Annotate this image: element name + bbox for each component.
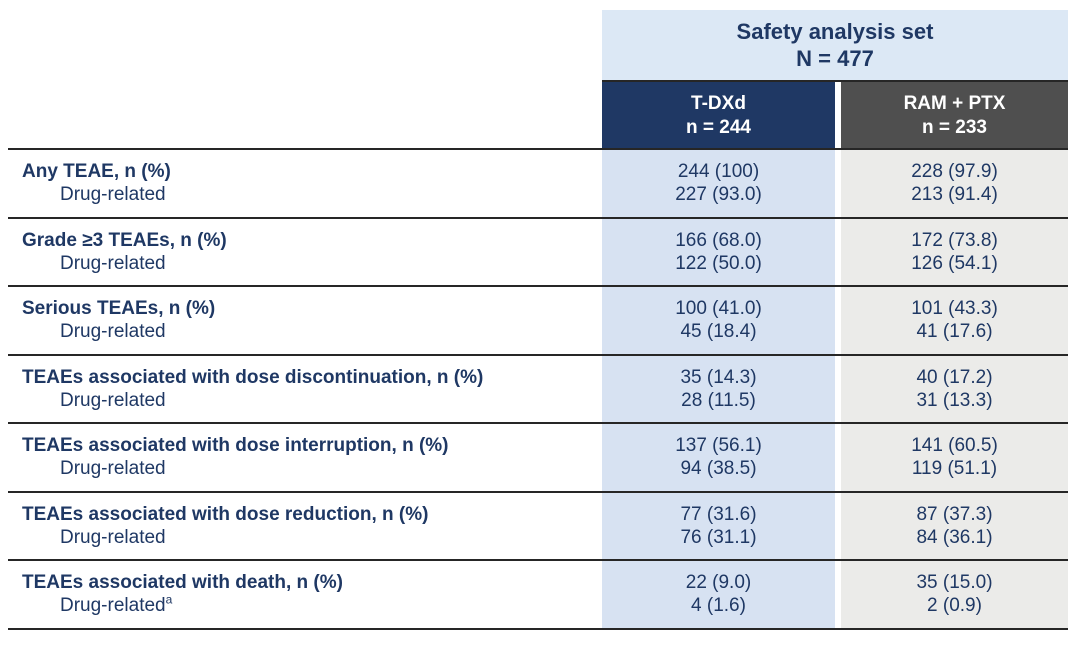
column-header-tdxd: T-DXd n = 244 <box>602 82 835 150</box>
row-label-cell: TEAEs associated with death, n (%) Drug-… <box>8 571 602 617</box>
column-header-ram-n: n = 233 <box>922 117 987 138</box>
row-label-cell: TEAEs associated with dose discontinuati… <box>8 366 602 412</box>
value-cell-tdxd: 35 (14.3) 28 (11.5) <box>602 355 835 422</box>
column-header-ram-ptx: RAM + PTX n = 233 <box>841 82 1068 150</box>
row-sublabel-text: Drug-related <box>60 595 166 617</box>
value-cell-ram: 101 (43.3) 41 (17.6) <box>841 287 1068 354</box>
table-row-dose-interruption: TEAEs associated with dose interruption,… <box>8 424 1068 493</box>
row-label: TEAEs associated with dose reduction, n … <box>22 503 429 525</box>
value-main: 166 (68.0) <box>675 229 762 251</box>
value-sub: 84 (36.1) <box>916 526 993 548</box>
row-sublabel-text: Drug-related <box>60 389 166 411</box>
row-sublabel: Drug-related <box>60 457 602 480</box>
column-divider <box>835 287 841 354</box>
value-cell-ram: 35 (15.0) 2 (0.9) <box>841 561 1068 628</box>
group-header-safety-analysis-set: Safety analysis set N = 477 <box>602 10 1068 80</box>
column-divider <box>835 355 841 422</box>
column-divider <box>835 150 841 217</box>
value-cell-tdxd: 244 (100) 227 (93.0) <box>602 150 835 217</box>
column-header-tdxd-name: T-DXd <box>691 93 746 114</box>
value-sub: 31 (13.3) <box>916 389 993 411</box>
value-sub: 28 (11.5) <box>681 389 756 411</box>
table-body: Any TEAE, n (%) Drug-related 244 (100) 2… <box>8 148 1068 630</box>
row-label-cell: Any TEAE, n (%) Drug-related <box>8 160 602 206</box>
group-header-title: Safety analysis set <box>736 19 934 44</box>
value-main: 87 (37.3) <box>916 503 993 525</box>
row-sublabel: Drug-related <box>60 252 602 275</box>
value-cell-tdxd: 166 (68.0) 122 (50.0) <box>602 218 835 285</box>
value-main: 40 (17.2) <box>916 366 993 388</box>
row-label-cell: TEAEs associated with dose reduction, n … <box>8 503 602 549</box>
value-sub: 126 (54.1) <box>911 252 998 274</box>
row-sublabel-text: Drug-related <box>60 184 166 206</box>
value-cell-ram: 228 (97.9) 213 (91.4) <box>841 150 1068 217</box>
column-headers: T-DXd n = 244 RAM + PTX n = 233 <box>602 80 1068 150</box>
row-label: Any TEAE, n (%) <box>22 161 171 183</box>
value-sub: 119 (51.1) <box>911 458 998 480</box>
value-sub: 2 (0.9) <box>927 595 982 617</box>
row-sublabel-text: Drug-related <box>60 321 166 343</box>
row-sublabel: Drug-related <box>60 526 602 549</box>
value-cell-tdxd: 22 (9.0) 4 (1.6) <box>602 561 835 628</box>
column-divider <box>835 492 841 559</box>
group-header-n: N = 477 <box>796 46 874 71</box>
value-main: 35 (15.0) <box>916 572 993 594</box>
value-cell-tdxd: 100 (41.0) 45 (18.4) <box>602 287 835 354</box>
row-label: Serious TEAEs, n (%) <box>22 298 216 320</box>
column-divider <box>835 218 841 285</box>
column-header-ram-name: RAM + PTX <box>903 93 1006 114</box>
value-main: 22 (9.0) <box>685 572 752 594</box>
row-sublabel: Drug-related <box>60 389 602 412</box>
value-sub: 76 (31.1) <box>680 526 757 548</box>
row-sublabel: Drug-relateda <box>60 594 602 617</box>
table-row-serious-teaes: Serious TEAEs, n (%) Drug-related 100 (4… <box>8 287 1068 356</box>
table-row-grade3-teaes: Grade ≥3 TEAEs, n (%) Drug-related 166 (… <box>8 218 1068 287</box>
value-cell-ram: 141 (60.5) 119 (51.1) <box>841 424 1068 491</box>
column-divider <box>835 424 841 491</box>
row-label: TEAEs associated with dose interruption,… <box>22 435 449 457</box>
value-sub: 94 (38.5) <box>680 458 757 480</box>
table-row-dose-reduction: TEAEs associated with dose reduction, n … <box>8 492 1068 561</box>
footnote-marker: a <box>165 592 173 607</box>
value-cell-tdxd: 137 (56.1) 94 (38.5) <box>602 424 835 491</box>
row-label: Grade ≥3 TEAEs, n (%) <box>22 229 227 251</box>
row-sublabel: Drug-related <box>60 320 602 343</box>
row-sublabel-text: Drug-related <box>60 526 166 548</box>
value-sub: 213 (91.4) <box>911 184 998 206</box>
column-divider <box>835 561 841 628</box>
column-header-tdxd-n: n = 244 <box>686 117 751 138</box>
value-main: 137 (56.1) <box>675 435 762 457</box>
column-divider <box>835 82 841 150</box>
value-cell-ram: 87 (37.3) 84 (36.1) <box>841 492 1068 559</box>
row-label: TEAEs associated with death, n (%) <box>22 572 343 594</box>
value-main: 172 (73.8) <box>911 229 998 251</box>
value-sub: 227 (93.0) <box>675 184 762 206</box>
value-main: 101 (43.3) <box>911 298 998 320</box>
row-sublabel-text: Drug-related <box>60 252 166 274</box>
row-label-cell: TEAEs associated with dose interruption,… <box>8 434 602 480</box>
value-main: 35 (14.3) <box>680 366 757 388</box>
row-label-cell: Serious TEAEs, n (%) Drug-related <box>8 297 602 343</box>
table-row-any-teae: Any TEAE, n (%) Drug-related 244 (100) 2… <box>8 150 1068 219</box>
row-label-cell: Grade ≥3 TEAEs, n (%) Drug-related <box>8 229 602 275</box>
row-sublabel-text: Drug-related <box>60 458 166 480</box>
value-main: 228 (97.9) <box>911 161 998 183</box>
value-main: 244 (100) <box>677 161 760 183</box>
table-row-dose-discontinuation: TEAEs associated with dose discontinuati… <box>8 355 1068 424</box>
value-cell-ram: 40 (17.2) 31 (13.3) <box>841 355 1068 422</box>
value-sub: 41 (17.6) <box>916 321 993 343</box>
value-sub: 122 (50.0) <box>675 252 762 274</box>
value-main: 100 (41.0) <box>675 298 762 320</box>
row-label: TEAEs associated with dose discontinuati… <box>22 366 484 388</box>
value-cell-tdxd: 77 (31.6) 76 (31.1) <box>602 492 835 559</box>
row-sublabel: Drug-related <box>60 183 602 206</box>
value-cell-ram: 172 (73.8) 126 (54.1) <box>841 218 1068 285</box>
value-main: 141 (60.5) <box>911 435 998 457</box>
value-main: 77 (31.6) <box>680 503 757 525</box>
value-sub: 4 (1.6) <box>691 595 746 617</box>
value-sub: 45 (18.4) <box>680 321 757 343</box>
table-row-death: TEAEs associated with death, n (%) Drug-… <box>8 561 1068 630</box>
